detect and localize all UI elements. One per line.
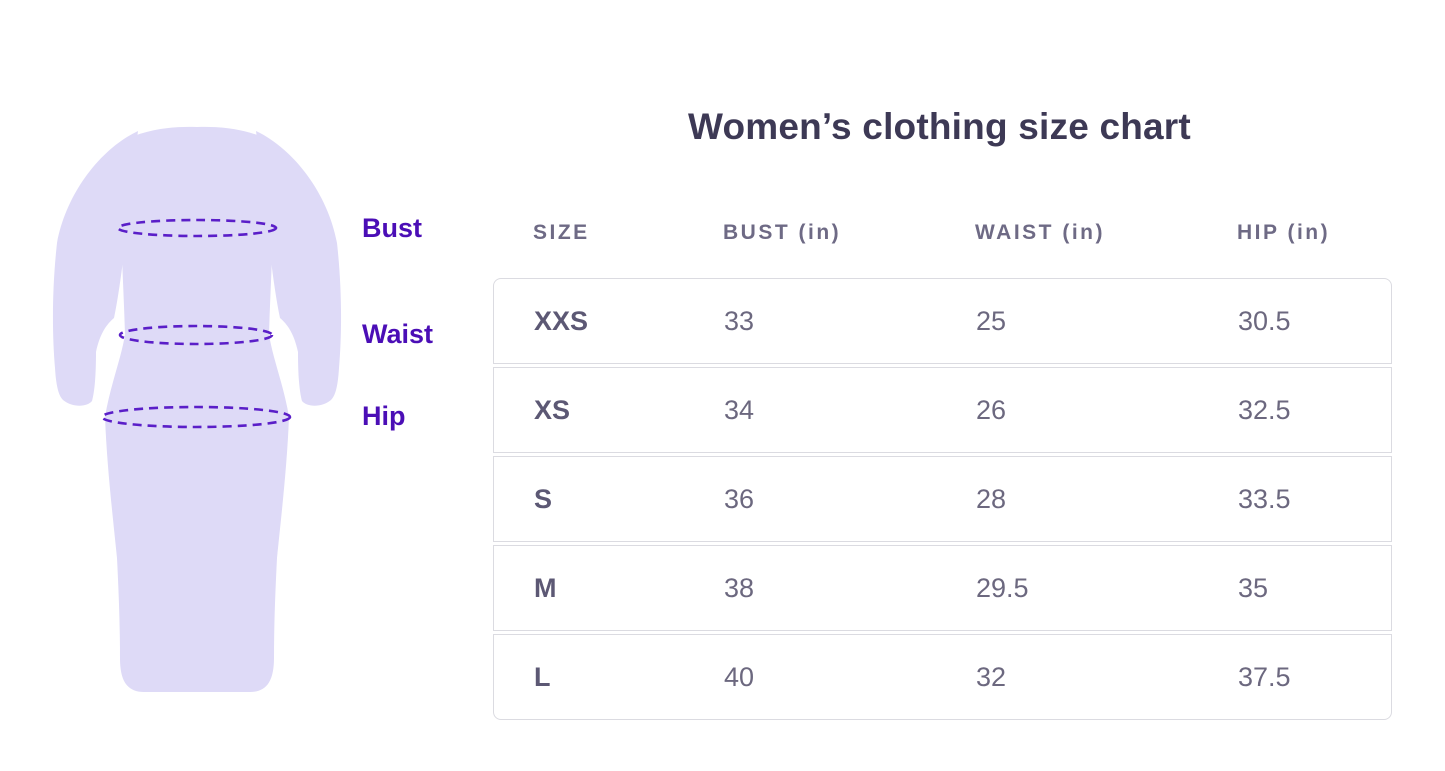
hip-cell: 33.5 [1238,483,1291,514]
hip-measure-line [100,405,292,429]
waist-cell: 26 [976,394,1007,425]
bust-label: Bust [362,213,422,243]
dress-left-sleeve [52,131,139,406]
waist-cell: 32 [976,661,1007,692]
table-row: M 38 29.5 35 [493,545,1392,631]
page-title: Women’s clothing size chart [688,106,1191,147]
size-cell: L [534,661,551,692]
waist-label: Waist [362,319,434,349]
waist-measure-line [118,324,274,346]
table-row: L 40 32 37.5 [493,634,1392,720]
size-table-body: XXS 33 25 30.5 XS 34 26 32.5 S 36 28 33.… [493,278,1392,720]
table-row: XXS 33 25 30.5 [493,278,1392,364]
size-cell: XS [534,394,571,425]
dress-right-sleeve [256,131,342,406]
waist-cell: 28 [976,483,1007,514]
bust-cell: 36 [724,483,755,514]
column-header-hip: HIP (in) [1237,221,1331,244]
size-cell: M [534,572,557,603]
table-row: S 36 28 33.5 [493,456,1392,542]
column-header-bust: BUST (in) [723,221,842,244]
bust-cell: 38 [724,572,755,603]
table-row: XS 34 26 32.5 [493,367,1392,453]
column-header-size: SIZE [533,221,590,244]
size-table-header: SIZE BUST (in) WAIST (in) HIP (in) [493,216,1392,250]
hip-label: Hip [362,401,406,431]
hip-cell: 35 [1238,572,1269,603]
column-header-waist: WAIST (in) [975,221,1105,244]
hip-cell: 37.5 [1238,661,1291,692]
size-cell: S [534,483,553,514]
hip-cell: 32.5 [1238,394,1291,425]
hip-cell: 30.5 [1238,305,1291,336]
bust-measure-line [116,218,278,238]
waist-cell: 29.5 [976,572,1029,603]
bust-cell: 40 [724,661,755,692]
waist-cell: 25 [976,305,1007,336]
bust-cell: 33 [724,305,755,336]
size-cell: XXS [534,305,589,336]
dress-body [105,126,289,693]
bust-cell: 34 [724,394,755,425]
